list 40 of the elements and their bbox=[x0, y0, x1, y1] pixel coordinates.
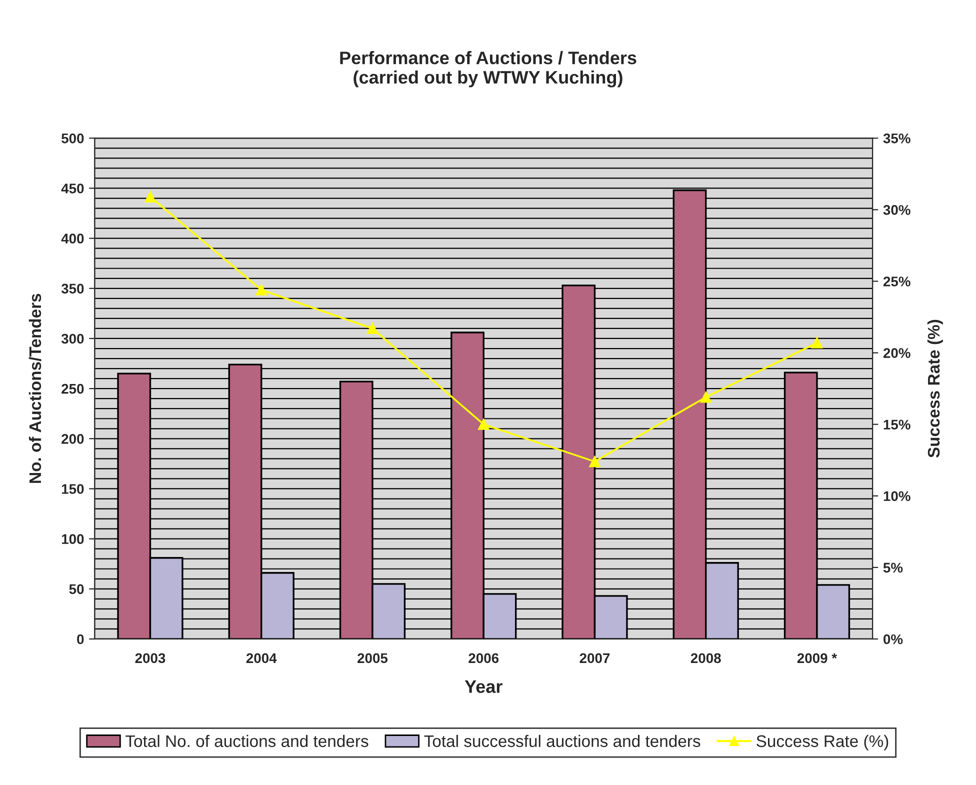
y-tick-label: 200 bbox=[62, 434, 84, 444]
y-tick-label: 300 bbox=[61, 334, 84, 344]
x-tick-label: 2003 bbox=[135, 653, 166, 664]
y-tick-label: 50 bbox=[69, 584, 84, 594]
point bbox=[256, 284, 267, 296]
y-axis-title: No. of Auctions/Tenders bbox=[28, 294, 42, 483]
point bbox=[478, 418, 490, 430]
y2-tick-label: 20% bbox=[883, 348, 910, 358]
y-tick-label: 500 bbox=[62, 133, 84, 144]
y2-tick-label: 15% bbox=[884, 420, 910, 430]
legend-label: Total successful auctions and tenders bbox=[424, 734, 700, 748]
x-tick-label: 2005 bbox=[358, 653, 388, 664]
point bbox=[144, 191, 156, 202]
x-tick-label: 2006 bbox=[468, 653, 499, 664]
x-axis-title: Year bbox=[464, 680, 502, 693]
y-tick-label: 250 bbox=[62, 384, 84, 394]
y2-tick-label: 35% bbox=[883, 133, 910, 144]
point bbox=[589, 456, 600, 468]
legend-label: Total No. of auctions and tenders bbox=[126, 734, 368, 748]
y2-axis-title: Success Rate (%) bbox=[927, 320, 943, 458]
y-tick-label: 400 bbox=[61, 234, 84, 244]
point bbox=[700, 392, 712, 403]
legend-label: Success Rate (%) bbox=[756, 734, 888, 750]
point bbox=[366, 322, 378, 334]
x-tick-label: 2007 bbox=[580, 653, 610, 664]
y-tick-label: 100 bbox=[62, 534, 84, 544]
point bbox=[811, 337, 823, 348]
x-tick-label: 2004 bbox=[246, 653, 277, 664]
x-tick-label: 2009 * bbox=[797, 653, 838, 664]
y2-tick-label: 25% bbox=[883, 276, 910, 286]
y-tick-label: 0 bbox=[77, 634, 84, 644]
y-tick-label: 350 bbox=[61, 284, 84, 294]
y-tick-label: 450 bbox=[61, 184, 84, 194]
y2-tick-label: 10% bbox=[884, 491, 910, 502]
y2-tick-label: 5% bbox=[883, 562, 903, 573]
y2-tick-label: 30% bbox=[883, 205, 910, 215]
x-tick-label: 2008 bbox=[690, 653, 721, 664]
chart-title: Performance of Auctions / Tenders (carried out by WTWY Kuching) bbox=[340, 51, 636, 88]
y2-tick-label: 0% bbox=[884, 634, 903, 644]
y-tick-label: 150 bbox=[62, 484, 84, 494]
